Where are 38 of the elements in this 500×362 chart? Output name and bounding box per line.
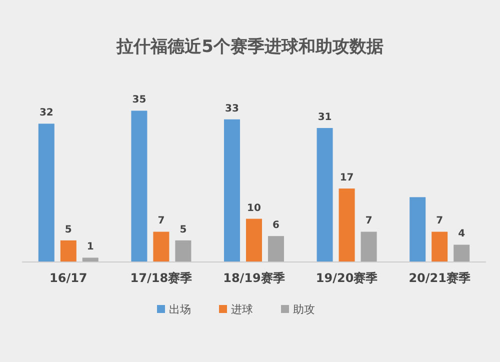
bar xyxy=(131,110,148,262)
x-tick-label: 18/19赛季 xyxy=(223,271,286,285)
bar xyxy=(246,218,262,262)
data-label: 31 xyxy=(318,112,332,124)
bar xyxy=(224,119,240,262)
bar xyxy=(268,236,284,262)
bar xyxy=(432,232,448,262)
data-label: 5 xyxy=(180,224,187,236)
x-tick-label: 17/18赛季 xyxy=(130,271,194,285)
data-label: 35 xyxy=(132,94,146,106)
bar xyxy=(60,240,76,262)
data-label: 5 xyxy=(64,224,72,236)
bar xyxy=(175,240,192,262)
legend-label: 进球 xyxy=(231,303,253,316)
bar xyxy=(38,124,54,262)
legend-label: 出场 xyxy=(169,303,191,316)
data-label: 1 xyxy=(86,242,94,253)
x-tick-label: 16/17 xyxy=(50,271,88,285)
legend-label: 助攻 xyxy=(293,303,315,316)
x-tick-label: 19/20赛季 xyxy=(316,271,379,285)
data-label: 4 xyxy=(458,228,466,240)
bar xyxy=(153,232,170,262)
data-label: 7 xyxy=(436,216,444,227)
data-label: 10 xyxy=(247,202,261,214)
data-label: 32 xyxy=(39,108,54,119)
x-tick-label: 20/21赛季 xyxy=(408,271,472,285)
data-label: 7 xyxy=(158,216,165,227)
data-label: 17 xyxy=(340,172,354,184)
bar xyxy=(316,128,333,262)
chart-title: 拉什福德近5个赛季进球和助攻数据 xyxy=(116,37,384,57)
bar xyxy=(82,258,98,262)
data-label: 33 xyxy=(225,103,239,114)
bar xyxy=(360,232,377,262)
data-label: 7 xyxy=(365,216,372,227)
data-label: 6 xyxy=(272,220,280,232)
bar xyxy=(338,188,355,262)
bar xyxy=(454,244,470,262)
bar xyxy=(410,197,426,262)
